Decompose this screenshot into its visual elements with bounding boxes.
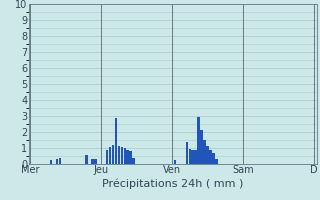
- Bar: [197, 117, 200, 164]
- Bar: [206, 146, 209, 164]
- Bar: [191, 150, 194, 164]
- Bar: [106, 150, 108, 164]
- Bar: [209, 150, 212, 164]
- Bar: [215, 159, 218, 164]
- Bar: [174, 160, 176, 164]
- X-axis label: Précipitations 24h ( mm ): Précipitations 24h ( mm ): [102, 178, 244, 189]
- Bar: [109, 147, 111, 164]
- Bar: [124, 148, 126, 164]
- Bar: [130, 151, 132, 164]
- Bar: [112, 145, 114, 164]
- Bar: [85, 155, 88, 164]
- Bar: [203, 140, 206, 164]
- Bar: [188, 149, 191, 164]
- Bar: [200, 130, 203, 164]
- Bar: [132, 158, 135, 164]
- Bar: [50, 160, 52, 164]
- Bar: [126, 150, 129, 164]
- Bar: [212, 153, 215, 164]
- Bar: [195, 150, 197, 164]
- Bar: [94, 159, 97, 164]
- Bar: [115, 118, 117, 164]
- Bar: [59, 158, 61, 164]
- Bar: [186, 142, 188, 164]
- Bar: [91, 159, 93, 164]
- Bar: [118, 146, 120, 164]
- Bar: [56, 159, 58, 164]
- Bar: [121, 147, 123, 164]
